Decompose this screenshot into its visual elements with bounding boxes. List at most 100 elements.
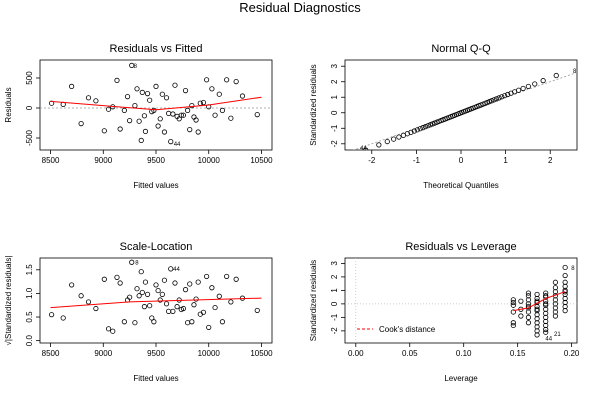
- data-point: [132, 103, 138, 109]
- data-point: [224, 77, 230, 83]
- y-tick-label: -2: [330, 327, 339, 335]
- data-point: [525, 290, 532, 296]
- main-title: Residual Diagnostics: [239, 0, 361, 15]
- data-point: [216, 293, 222, 299]
- data-point: [155, 287, 161, 294]
- data-point: [147, 303, 153, 309]
- data-point: [510, 302, 516, 308]
- data-point: [515, 87, 522, 93]
- data-point: [391, 136, 397, 142]
- data-point: [136, 118, 142, 124]
- x-tick-label: 8500: [42, 156, 60, 165]
- y-tick-label: -1: [330, 124, 339, 132]
- data-point: [161, 129, 168, 135]
- data-point: [121, 319, 127, 325]
- data-point: [363, 147, 369, 150]
- data-point: [228, 299, 234, 305]
- data-point: [189, 319, 195, 325]
- data-point: [159, 91, 165, 97]
- point-label: 44: [545, 337, 552, 343]
- data-point: [132, 320, 138, 326]
- data-point: [543, 301, 549, 307]
- data-point: [172, 82, 178, 88]
- y-tick-label: -1: [330, 313, 339, 321]
- x-axis-label: Theoretical Quantiles: [423, 181, 499, 190]
- y-tick-label: 1.5: [25, 264, 34, 276]
- data-point: [499, 94, 505, 100]
- data-point: [174, 304, 180, 310]
- x-tick-label: 9500: [147, 156, 165, 165]
- data-point: [510, 299, 516, 306]
- data-point: [124, 94, 131, 100]
- y-tick-label: 1: [330, 94, 339, 99]
- point-label: 44: [174, 142, 181, 148]
- data-point: [520, 85, 526, 92]
- y-tick-label: 2: [330, 274, 339, 279]
- data-point: [425, 123, 431, 129]
- data-point: [543, 326, 549, 333]
- panel-normal-qq: Normal Q-Q -2 -1 0 1 2 -2 -1 0 1 2 3 Theoretical Qua…: [309, 43, 578, 190]
- x-tick-label: -2: [368, 156, 376, 165]
- data-point: [134, 286, 140, 292]
- data-point: [141, 304, 147, 310]
- data-point: [534, 306, 540, 312]
- data-point: [172, 280, 178, 286]
- data-point: [562, 308, 568, 314]
- data-point: [489, 98, 495, 104]
- data-point: [168, 266, 174, 272]
- x-tick-label: 0.05: [402, 349, 418, 358]
- data-point: [491, 97, 497, 103]
- data-point: [212, 304, 218, 311]
- point-label: 8: [571, 266, 575, 272]
- data-point: [486, 99, 492, 105]
- x-tick-label: 9000: [94, 156, 112, 165]
- data-point: [200, 309, 207, 315]
- data-point: [168, 139, 174, 145]
- data-point: [161, 277, 168, 283]
- x-tick-label: 8500: [42, 349, 60, 358]
- data-point: [532, 81, 538, 87]
- data-point: [408, 129, 414, 135]
- data-point: [525, 309, 532, 315]
- y-tick-label: -2: [330, 140, 339, 148]
- data-point: [200, 100, 207, 106]
- plot-area: [352, 72, 577, 150]
- data-point: [144, 91, 151, 97]
- data-point: [127, 294, 133, 300]
- x-tick-label: 0.00: [348, 349, 364, 358]
- data-point: [139, 89, 145, 96]
- data-point: [101, 276, 107, 282]
- data-point: [105, 326, 112, 332]
- data-point: [85, 95, 92, 101]
- y-axis-label: √|Standardized residuals|: [4, 256, 13, 346]
- point-label: 8: [135, 260, 139, 266]
- data-point: [540, 78, 546, 84]
- data-point: [151, 319, 157, 325]
- data-point: [191, 302, 197, 308]
- x-tick-label: 9500: [147, 349, 165, 358]
- data-point: [189, 103, 195, 109]
- plot-frame: [344, 257, 578, 344]
- data-point: [101, 128, 107, 134]
- x-tick-label: 10000: [198, 349, 221, 358]
- data-point: [93, 305, 99, 312]
- data-point: [562, 289, 568, 295]
- x-tick-label: 0.10: [456, 349, 472, 358]
- data-point: [127, 118, 133, 124]
- point-label: 21: [554, 332, 561, 338]
- data-point: [562, 264, 568, 271]
- data-point: [212, 112, 218, 118]
- data-point: [138, 269, 144, 275]
- smoother-line: [50, 96, 262, 111]
- data-point: [224, 273, 230, 280]
- panel-title: Normal Q-Q: [431, 43, 491, 55]
- data-point: [552, 313, 559, 319]
- data-point: [93, 98, 99, 104]
- x-axis-label: Fitted values: [133, 374, 178, 383]
- x-tick-label: 9000: [94, 349, 112, 358]
- data-point: [178, 112, 184, 118]
- data-point: [510, 320, 516, 326]
- data-point: [144, 291, 151, 297]
- panel-title: Residuals vs Fitted: [110, 43, 203, 55]
